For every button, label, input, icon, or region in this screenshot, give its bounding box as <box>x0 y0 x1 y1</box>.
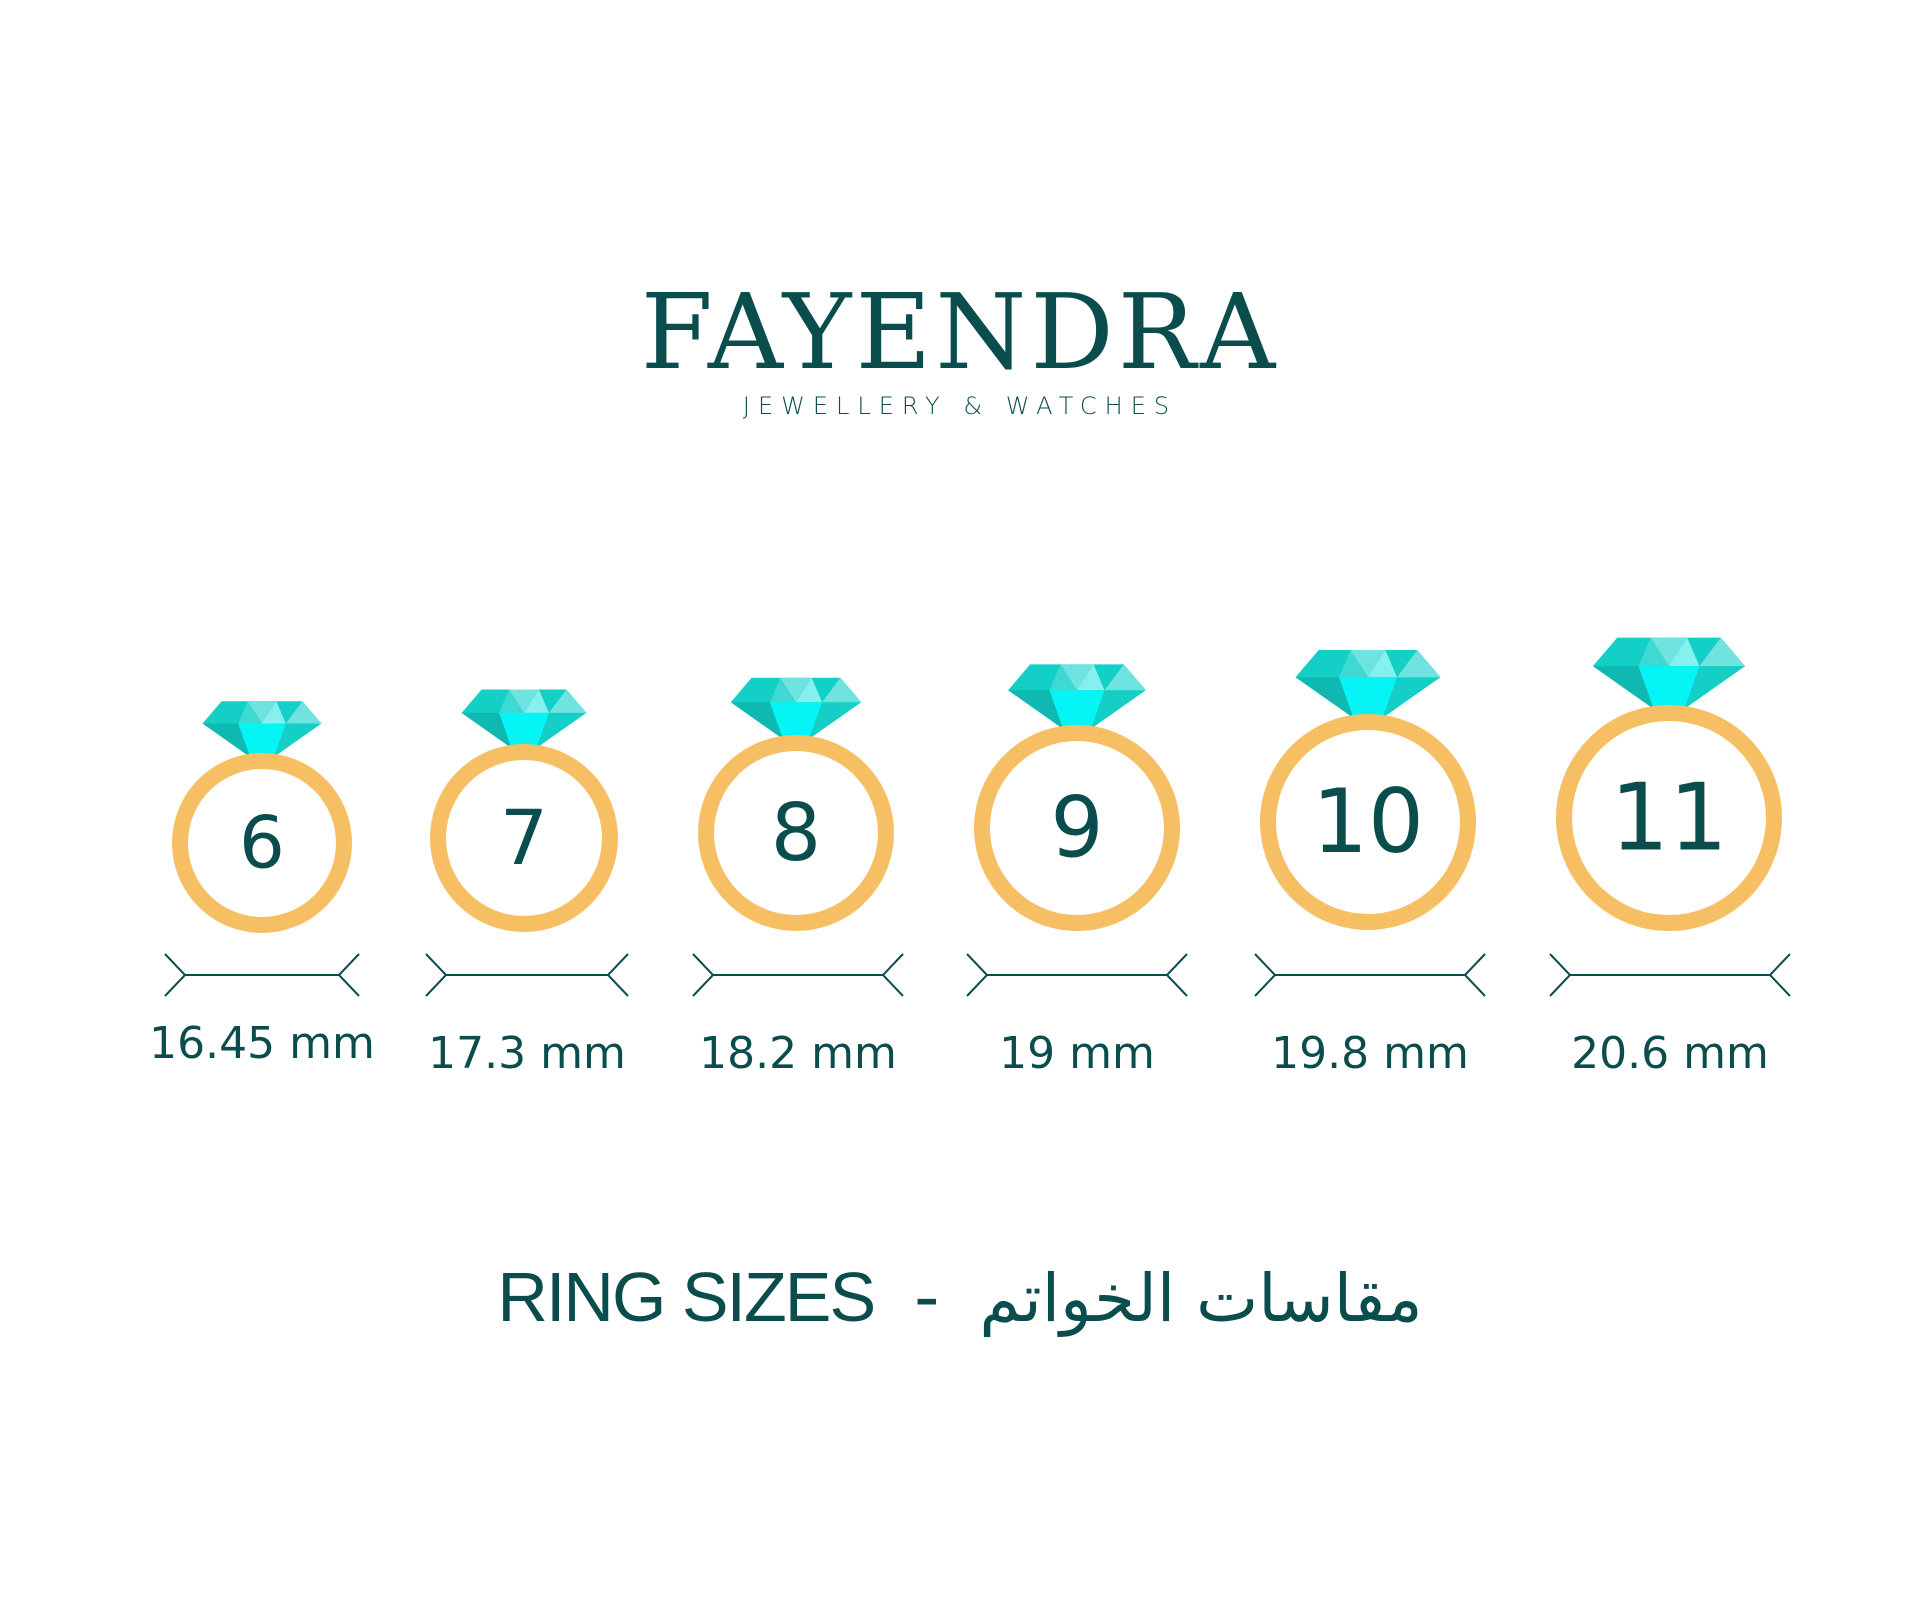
brand-tagline: JEWELLERY & WATCHES <box>742 392 1178 420</box>
diamond-icon <box>461 689 587 748</box>
ring-item-7: 7 17.3 mm <box>425 689 629 1079</box>
gem-facet <box>1049 690 1105 729</box>
ring-item-11: 11 20.6 mm <box>1549 637 1791 1079</box>
gem-facet <box>1295 677 1354 718</box>
gem-facet <box>1638 666 1700 709</box>
ring-icon <box>430 744 618 932</box>
gem-facet <box>730 702 783 739</box>
gem-facet <box>1077 664 1105 691</box>
gem-facet <box>247 701 277 724</box>
ring-size-number: 11 <box>1610 764 1728 872</box>
ring-size-number: 6 <box>239 802 285 886</box>
gem-facet <box>769 702 823 739</box>
gem-facet <box>238 723 286 757</box>
gem-facet <box>1669 637 1700 667</box>
ring-item-10: 10 19.8 mm <box>1254 650 1486 1079</box>
gem-facet <box>238 701 262 724</box>
brand-logo: FAYENDRA <box>640 271 1280 393</box>
ring-item-9: 9 19 mm <box>966 664 1188 1079</box>
title-separator: - <box>914 1256 940 1338</box>
diamond-icon <box>202 701 322 757</box>
gem-facet <box>769 677 796 703</box>
ring-diameter-label: 16.45 mm <box>149 1018 375 1069</box>
double-arrow-icon <box>1254 953 1486 997</box>
gem-facet <box>822 677 862 703</box>
gem-facet <box>499 689 524 713</box>
ring-icon <box>1260 714 1476 930</box>
double-arrow-icon <box>966 953 1188 997</box>
gem-facet <box>1060 664 1094 691</box>
gem-facet <box>262 701 286 724</box>
gem-facet <box>202 723 251 757</box>
diamond-icon <box>730 677 862 739</box>
title-english: RING SIZES <box>497 1258 876 1336</box>
page-title: RING SIZES - مقاسات الخواتم <box>0 1262 1920 1332</box>
ring-size-number: 8 <box>771 786 821 879</box>
diamond-icon <box>1295 650 1441 718</box>
ring-icon <box>1556 705 1782 931</box>
ring-item-8: 8 18.2 mm <box>692 677 904 1079</box>
ring-size-number: 9 <box>1050 779 1103 877</box>
ring-diameter-label: 20.6 mm <box>1571 1028 1769 1079</box>
gem-facet <box>1592 666 1654 709</box>
gem-facet <box>509 689 539 713</box>
ring-icon <box>172 753 352 933</box>
ring-item-6: 6 16.45 mm <box>149 701 375 1069</box>
gem-facet <box>1049 664 1077 691</box>
gem-facet <box>1350 650 1386 678</box>
gem-facet <box>1368 650 1397 678</box>
gem-facet <box>1397 650 1441 678</box>
gem-facet <box>548 689 587 713</box>
gem-facet <box>1339 677 1397 718</box>
ring-size-number: 10 <box>1312 770 1424 873</box>
gem-facet <box>1104 664 1146 691</box>
ring-diameter-label: 17.3 mm <box>428 1028 626 1079</box>
ring-diameter-label: 19 mm <box>999 1028 1155 1079</box>
gem-facet <box>1008 690 1064 729</box>
gem-facet <box>461 712 512 748</box>
gem-facet <box>285 701 322 724</box>
ring-diameter-label: 18.2 mm <box>699 1028 897 1079</box>
ring-diameter-label: 19.8 mm <box>1271 1028 1469 1079</box>
gem-facet <box>1339 650 1368 678</box>
double-arrow-icon <box>1549 953 1791 997</box>
double-arrow-icon <box>425 953 629 997</box>
ring-size-number: 7 <box>500 794 548 882</box>
ring-icon <box>974 725 1180 931</box>
gem-facet <box>780 677 812 703</box>
diamond-icon <box>1008 664 1146 729</box>
gem-facet <box>524 689 549 713</box>
gem-facet <box>1650 637 1688 667</box>
gem-facet <box>1638 637 1669 667</box>
ring-icon <box>698 735 894 931</box>
double-arrow-icon <box>164 953 360 997</box>
double-arrow-icon <box>692 953 904 997</box>
gem-facet <box>796 677 823 703</box>
gem-facet <box>499 712 549 748</box>
title-arabic: مقاسات الخواتم <box>979 1260 1423 1337</box>
diamond-icon <box>1592 637 1746 709</box>
gem-facet <box>1699 637 1746 667</box>
